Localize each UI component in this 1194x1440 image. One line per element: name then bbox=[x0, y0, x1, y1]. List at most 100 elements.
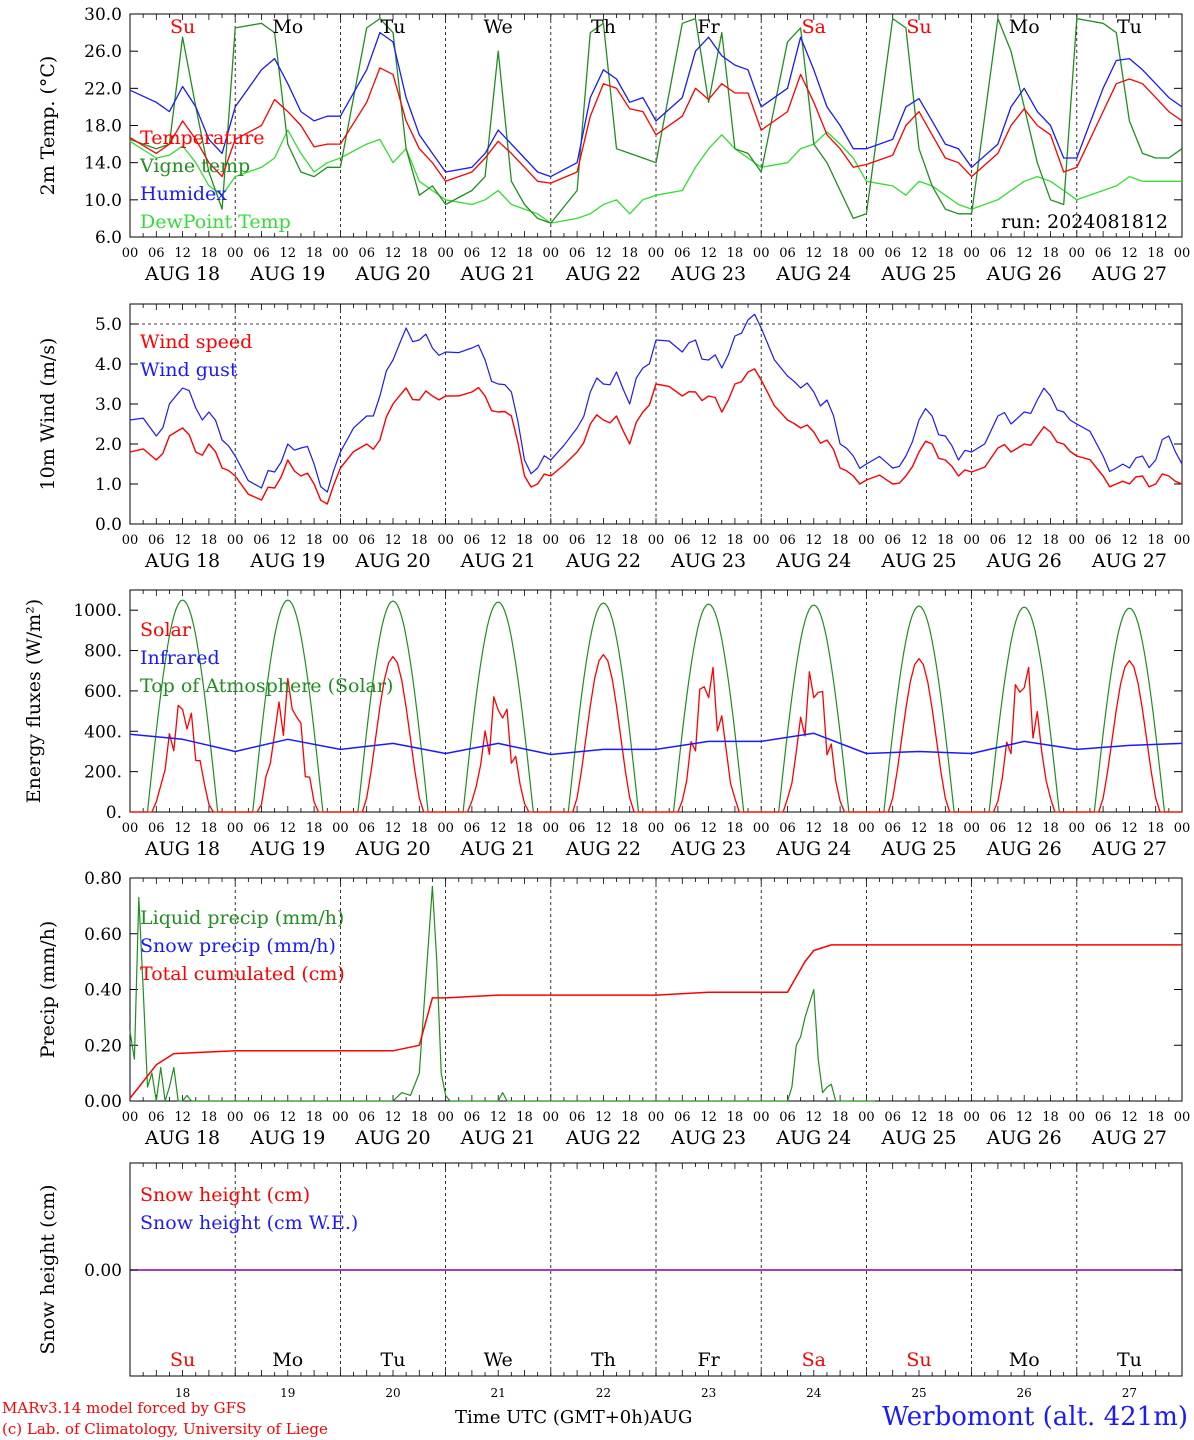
hour-tick-label: 00 bbox=[122, 246, 139, 261]
date-label: AUG 22 bbox=[565, 1127, 641, 1149]
date-label: AUG 22 bbox=[565, 838, 641, 860]
hour-tick-label: 06 bbox=[990, 821, 1007, 836]
hour-tick-label: 12 bbox=[385, 1110, 402, 1125]
hour-tick-label: 00 bbox=[543, 533, 560, 548]
hour-tick-label: 12 bbox=[700, 533, 717, 548]
date-label: AUG 18 bbox=[144, 263, 220, 285]
date-label: AUG 22 bbox=[565, 550, 641, 572]
hour-tick-label: 00 bbox=[227, 246, 244, 261]
y-tick-label: 0.00 bbox=[84, 1092, 122, 1112]
weekday-label-bottom: Tu bbox=[1117, 1349, 1142, 1371]
date-label: AUG 26 bbox=[986, 263, 1062, 285]
hour-tick-label: 18 bbox=[201, 821, 218, 836]
hour-tick-label: 18 bbox=[411, 821, 428, 836]
hour-tick-label: 06 bbox=[674, 246, 691, 261]
bottom-day-number: 25 bbox=[911, 1386, 926, 1400]
hour-tick-label: 18 bbox=[201, 246, 218, 261]
hour-tick-label: 18 bbox=[937, 533, 954, 548]
hour-tick-label: 06 bbox=[779, 1110, 796, 1125]
hour-tick-label: 06 bbox=[358, 246, 375, 261]
y-tick-label: 600. bbox=[84, 682, 122, 702]
hour-tick-label: 00 bbox=[963, 1110, 980, 1125]
hour-tick-label: 06 bbox=[253, 533, 270, 548]
date-label: AUG 19 bbox=[249, 550, 325, 572]
hour-tick-label: 18 bbox=[727, 821, 744, 836]
hour-tick-label: 12 bbox=[1016, 821, 1033, 836]
date-label: AUG 20 bbox=[354, 1127, 430, 1149]
hour-tick-label: 06 bbox=[990, 533, 1007, 548]
hour-tick-label: 12 bbox=[490, 1110, 507, 1125]
hour-tick-label: 18 bbox=[1042, 246, 1059, 261]
hour-tick-label: 18 bbox=[516, 821, 533, 836]
hour-tick-label: 06 bbox=[148, 821, 165, 836]
wind-gust-line bbox=[129, 313, 1183, 493]
hour-tick-label: 06 bbox=[148, 533, 165, 548]
snow-legend-entry: Snow height (cm) bbox=[140, 1184, 310, 1206]
weekday-label-top: Th bbox=[591, 16, 616, 38]
hour-tick-label: 00 bbox=[122, 533, 139, 548]
hour-tick-label: 00 bbox=[963, 246, 980, 261]
hour-tick-label: 18 bbox=[621, 821, 638, 836]
y-tick-label: 3.0 bbox=[95, 395, 122, 415]
hour-tick-label: 00 bbox=[122, 821, 139, 836]
hour-tick-label: 06 bbox=[779, 821, 796, 836]
weekday-label-top: Tu bbox=[381, 16, 406, 38]
hour-tick-label: 00 bbox=[858, 533, 875, 548]
hour-tick-label: 00 bbox=[648, 821, 665, 836]
hour-tick-label: 00 bbox=[648, 533, 665, 548]
hour-tick-label: 12 bbox=[595, 533, 612, 548]
hour-tick-label: 18 bbox=[1042, 821, 1059, 836]
hour-tick-label: 12 bbox=[280, 821, 297, 836]
date-label: AUG 27 bbox=[1091, 263, 1167, 285]
date-label: AUG 19 bbox=[249, 1127, 325, 1149]
hour-tick-label: 00 bbox=[543, 246, 560, 261]
y-tick-label: 14.0 bbox=[84, 154, 122, 174]
hour-tick-label: 00 bbox=[963, 533, 980, 548]
hour-tick-label: 12 bbox=[174, 533, 191, 548]
y-tick-label: 0.00 bbox=[84, 1261, 122, 1281]
hour-tick-label: 12 bbox=[911, 821, 928, 836]
hour-tick-label: 12 bbox=[385, 246, 402, 261]
hour-tick-label: 18 bbox=[937, 246, 954, 261]
hour-tick-label: 18 bbox=[201, 533, 218, 548]
precip-legend-entry: Liquid precip (mm/h) bbox=[140, 907, 344, 929]
hour-tick-label: 00 bbox=[122, 1110, 139, 1125]
hour-tick-label: 12 bbox=[490, 533, 507, 548]
hour-tick-label: 06 bbox=[674, 533, 691, 548]
time-axis-title: Time UTC (GMT+0h) bbox=[455, 1407, 650, 1428]
hour-tick-label: 00 bbox=[1069, 246, 1086, 261]
hour-tick-label: 06 bbox=[464, 1110, 481, 1125]
hour-tick-label: 00 bbox=[648, 1110, 665, 1125]
hour-tick-label: 18 bbox=[621, 246, 638, 261]
date-label: AUG 24 bbox=[775, 263, 851, 285]
precip-legend-entry: Snow precip (mm/h) bbox=[140, 935, 336, 957]
hour-tick-label: 00 bbox=[1069, 533, 1086, 548]
hour-tick-label: 06 bbox=[464, 533, 481, 548]
hour-tick-label: 06 bbox=[253, 246, 270, 261]
y-axis-label: Snow height (cm) bbox=[37, 1184, 59, 1354]
date-label: AUG 20 bbox=[354, 263, 430, 285]
hour-tick-label: 06 bbox=[253, 1110, 270, 1125]
snow-legend-entry: Snow height (cm W.E.) bbox=[140, 1212, 358, 1234]
y-tick-label: 400. bbox=[84, 722, 122, 742]
hour-tick-label: 18 bbox=[727, 1110, 744, 1125]
hour-tick-label: 12 bbox=[1016, 533, 1033, 548]
hour-tick-label: 00 bbox=[1174, 533, 1191, 548]
y-tick-label: 1.0 bbox=[95, 475, 122, 495]
hour-tick-label: 06 bbox=[779, 246, 796, 261]
date-label: AUG 21 bbox=[460, 263, 536, 285]
hour-tick-label: 12 bbox=[174, 1110, 191, 1125]
hour-tick-label: 00 bbox=[227, 533, 244, 548]
hour-tick-label: 12 bbox=[700, 1110, 717, 1125]
temp-legend-entry: DewPoint Temp bbox=[140, 211, 291, 233]
hour-tick-label: 06 bbox=[253, 821, 270, 836]
hour-tick-label: 18 bbox=[1147, 533, 1164, 548]
hour-tick-label: 12 bbox=[700, 246, 717, 261]
date-label: AUG 26 bbox=[986, 838, 1062, 860]
hour-tick-label: 00 bbox=[227, 821, 244, 836]
y-axis-label: 2m Temp. (°C) bbox=[37, 56, 59, 196]
hour-tick-label: 12 bbox=[595, 246, 612, 261]
hour-tick-label: 00 bbox=[332, 821, 349, 836]
y-axis-label: 10m Wind (m/s) bbox=[37, 338, 59, 491]
y-tick-label: 6.0 bbox=[95, 228, 122, 248]
